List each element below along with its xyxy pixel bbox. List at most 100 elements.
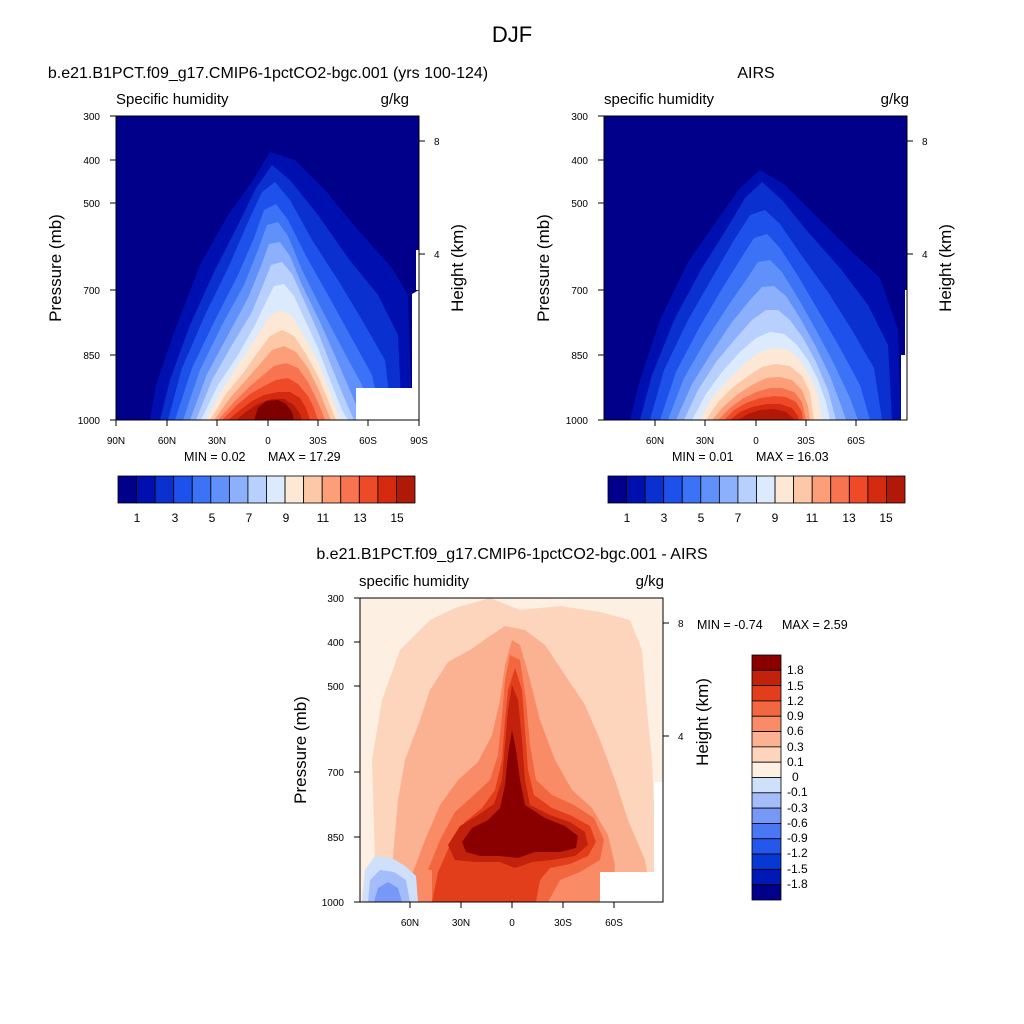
colorbar-swatch — [644, 475, 665, 504]
panel-difference-min: MIN = -0.74 — [697, 618, 763, 632]
contour-level-8 — [472, 760, 568, 850]
colorbar-swatch — [811, 475, 832, 504]
panel-model-xticks: 90N 60N 30N 0 30S 60S 90S — [107, 420, 428, 447]
panel-airs-colorbar-labels: 1 3 5 7 9 11 13 15 — [624, 511, 893, 525]
colorbar-swatch — [396, 475, 416, 504]
contour-level-neg-3 — [374, 882, 402, 902]
colorbar-label: 15 — [879, 511, 893, 525]
colorbar-label: 13 — [842, 511, 856, 525]
colorbar-label: 1.8 — [787, 663, 804, 677]
colorbar-label: 1.2 — [787, 694, 804, 708]
colorbar-label: 11 — [806, 511, 819, 525]
xtick-label: 30S — [309, 436, 327, 447]
colorbar-swatch — [607, 475, 627, 504]
colorbar-swatch — [886, 475, 906, 504]
figure-title: DJF — [492, 22, 532, 47]
panel-model-title: b.e21.B1PCT.f09_g17.CMIP6-1pctCO2-bgc.00… — [48, 65, 488, 82]
colorbar-swatch — [756, 475, 776, 504]
colorbar-swatch — [626, 475, 646, 504]
colorbar-label: 13 — [353, 511, 367, 525]
colorbar-swatch — [848, 475, 869, 504]
panel-airs-contours — [604, 116, 907, 420]
colorbar-swatch — [751, 700, 782, 717]
ytick-label: 700 — [571, 286, 588, 297]
colorbar-swatch — [751, 884, 782, 901]
panel-difference-xticks: 60N 30N 0 30S 60S — [401, 902, 623, 929]
ytick-label: 400 — [327, 638, 344, 649]
xtick-label: 30S — [797, 436, 815, 447]
y2tick-label: 8 — [434, 137, 440, 148]
colorbar-swatch — [751, 715, 782, 732]
xtick-label: 30N — [452, 918, 470, 929]
colorbar-label: 7 — [735, 511, 742, 525]
colorbar-label: 9 — [772, 511, 779, 525]
xtick-label: 60N — [158, 436, 176, 447]
ytick-label: 700 — [327, 768, 344, 779]
panel-model-colorbar-labels: 1 3 5 7 9 11 13 15 — [134, 511, 404, 525]
panel-airs-units: g/kg — [881, 91, 909, 108]
panel-difference-left-label: specific humidity — [359, 573, 470, 590]
colorbar-swatch — [247, 475, 267, 504]
colorbar-swatch — [751, 654, 782, 671]
colorbar-swatch — [751, 761, 782, 778]
panel-model-colorbar — [117, 475, 416, 504]
colorbar-label: 3 — [172, 511, 179, 525]
ytick-label: 1000 — [322, 898, 345, 909]
ytick-label: 300 — [327, 594, 344, 605]
ytick-label: 300 — [83, 112, 100, 123]
panel-difference-ylabel: Pressure (mb) — [291, 696, 310, 804]
panel-model-yticks: 300 400 500 700 850 1000 — [78, 112, 116, 427]
colorbar-swatch — [284, 475, 305, 504]
panel-difference-colorbar-labels: 1.8 1.5 1.2 0.9 0.6 0.3 0.1 0 -0.1 -0.3 … — [787, 663, 808, 891]
panel-model-ylabel: Pressure (mb) — [46, 214, 65, 322]
xtick-label: 60S — [847, 436, 865, 447]
colorbar-label: -0.3 — [787, 801, 808, 815]
colorbar-swatch — [117, 475, 137, 504]
colorbar-swatch — [751, 807, 782, 824]
colorbar-swatch — [377, 475, 397, 504]
colorbar-swatch — [266, 475, 286, 504]
panel-difference-yticks: 300 400 500 700 850 1000 — [322, 594, 360, 909]
colorbar-swatch — [751, 853, 782, 870]
ytick-label: 400 — [83, 156, 100, 167]
xtick-label: 0 — [265, 436, 271, 447]
xtick-label: 30N — [696, 436, 714, 447]
colorbar-label: 0.9 — [787, 709, 804, 723]
colorbar-label: 0.6 — [787, 724, 804, 738]
colorbar-swatch — [751, 868, 782, 886]
colorbar-swatch — [751, 777, 782, 794]
panel-airs-colorbar — [607, 475, 906, 504]
xtick-label: 60S — [605, 918, 623, 929]
colorbar-swatch — [751, 669, 782, 687]
ytick-label: 850 — [83, 351, 100, 362]
ytick-label: 700 — [83, 286, 100, 297]
panel-difference-y2label: Height (km) — [693, 678, 712, 766]
panel-model-left-label: Specific humidity — [116, 91, 229, 108]
panel-difference-units: g/kg — [636, 573, 664, 590]
colorbar-label: 5 — [209, 511, 216, 525]
contour-level-16 — [254, 400, 294, 420]
ytick-label: 500 — [571, 199, 588, 210]
xtick-label: 60N — [646, 436, 664, 447]
colorbar-label: -1.5 — [787, 862, 808, 876]
colorbar-label: 1 — [134, 511, 141, 525]
panel-airs-y2ticks: 8 4 — [907, 137, 928, 261]
colorbar-swatch — [751, 685, 782, 702]
colorbar-swatch — [136, 475, 156, 504]
panel-difference-y2ticks: 8 4 — [663, 619, 684, 743]
panel-difference-colorbar — [751, 654, 782, 901]
colorbar-label: 7 — [246, 511, 253, 525]
missing-data-region — [901, 290, 907, 420]
colorbar-swatch — [718, 475, 739, 504]
panel-model-contours — [116, 116, 419, 420]
colorbar-label: -1.8 — [787, 877, 808, 891]
panel-airs-left-label: specific humidity — [604, 91, 715, 108]
colorbar-label: 11 — [317, 511, 330, 525]
panel-difference-contours — [360, 598, 663, 902]
panel-airs-title: AIRS — [737, 65, 774, 82]
panel-airs-ylabel: Pressure (mb) — [534, 214, 553, 322]
colorbar-swatch — [663, 475, 683, 504]
y2tick-label: 4 — [922, 250, 928, 261]
colorbar-swatch — [154, 475, 175, 504]
ytick-label: 400 — [571, 156, 588, 167]
